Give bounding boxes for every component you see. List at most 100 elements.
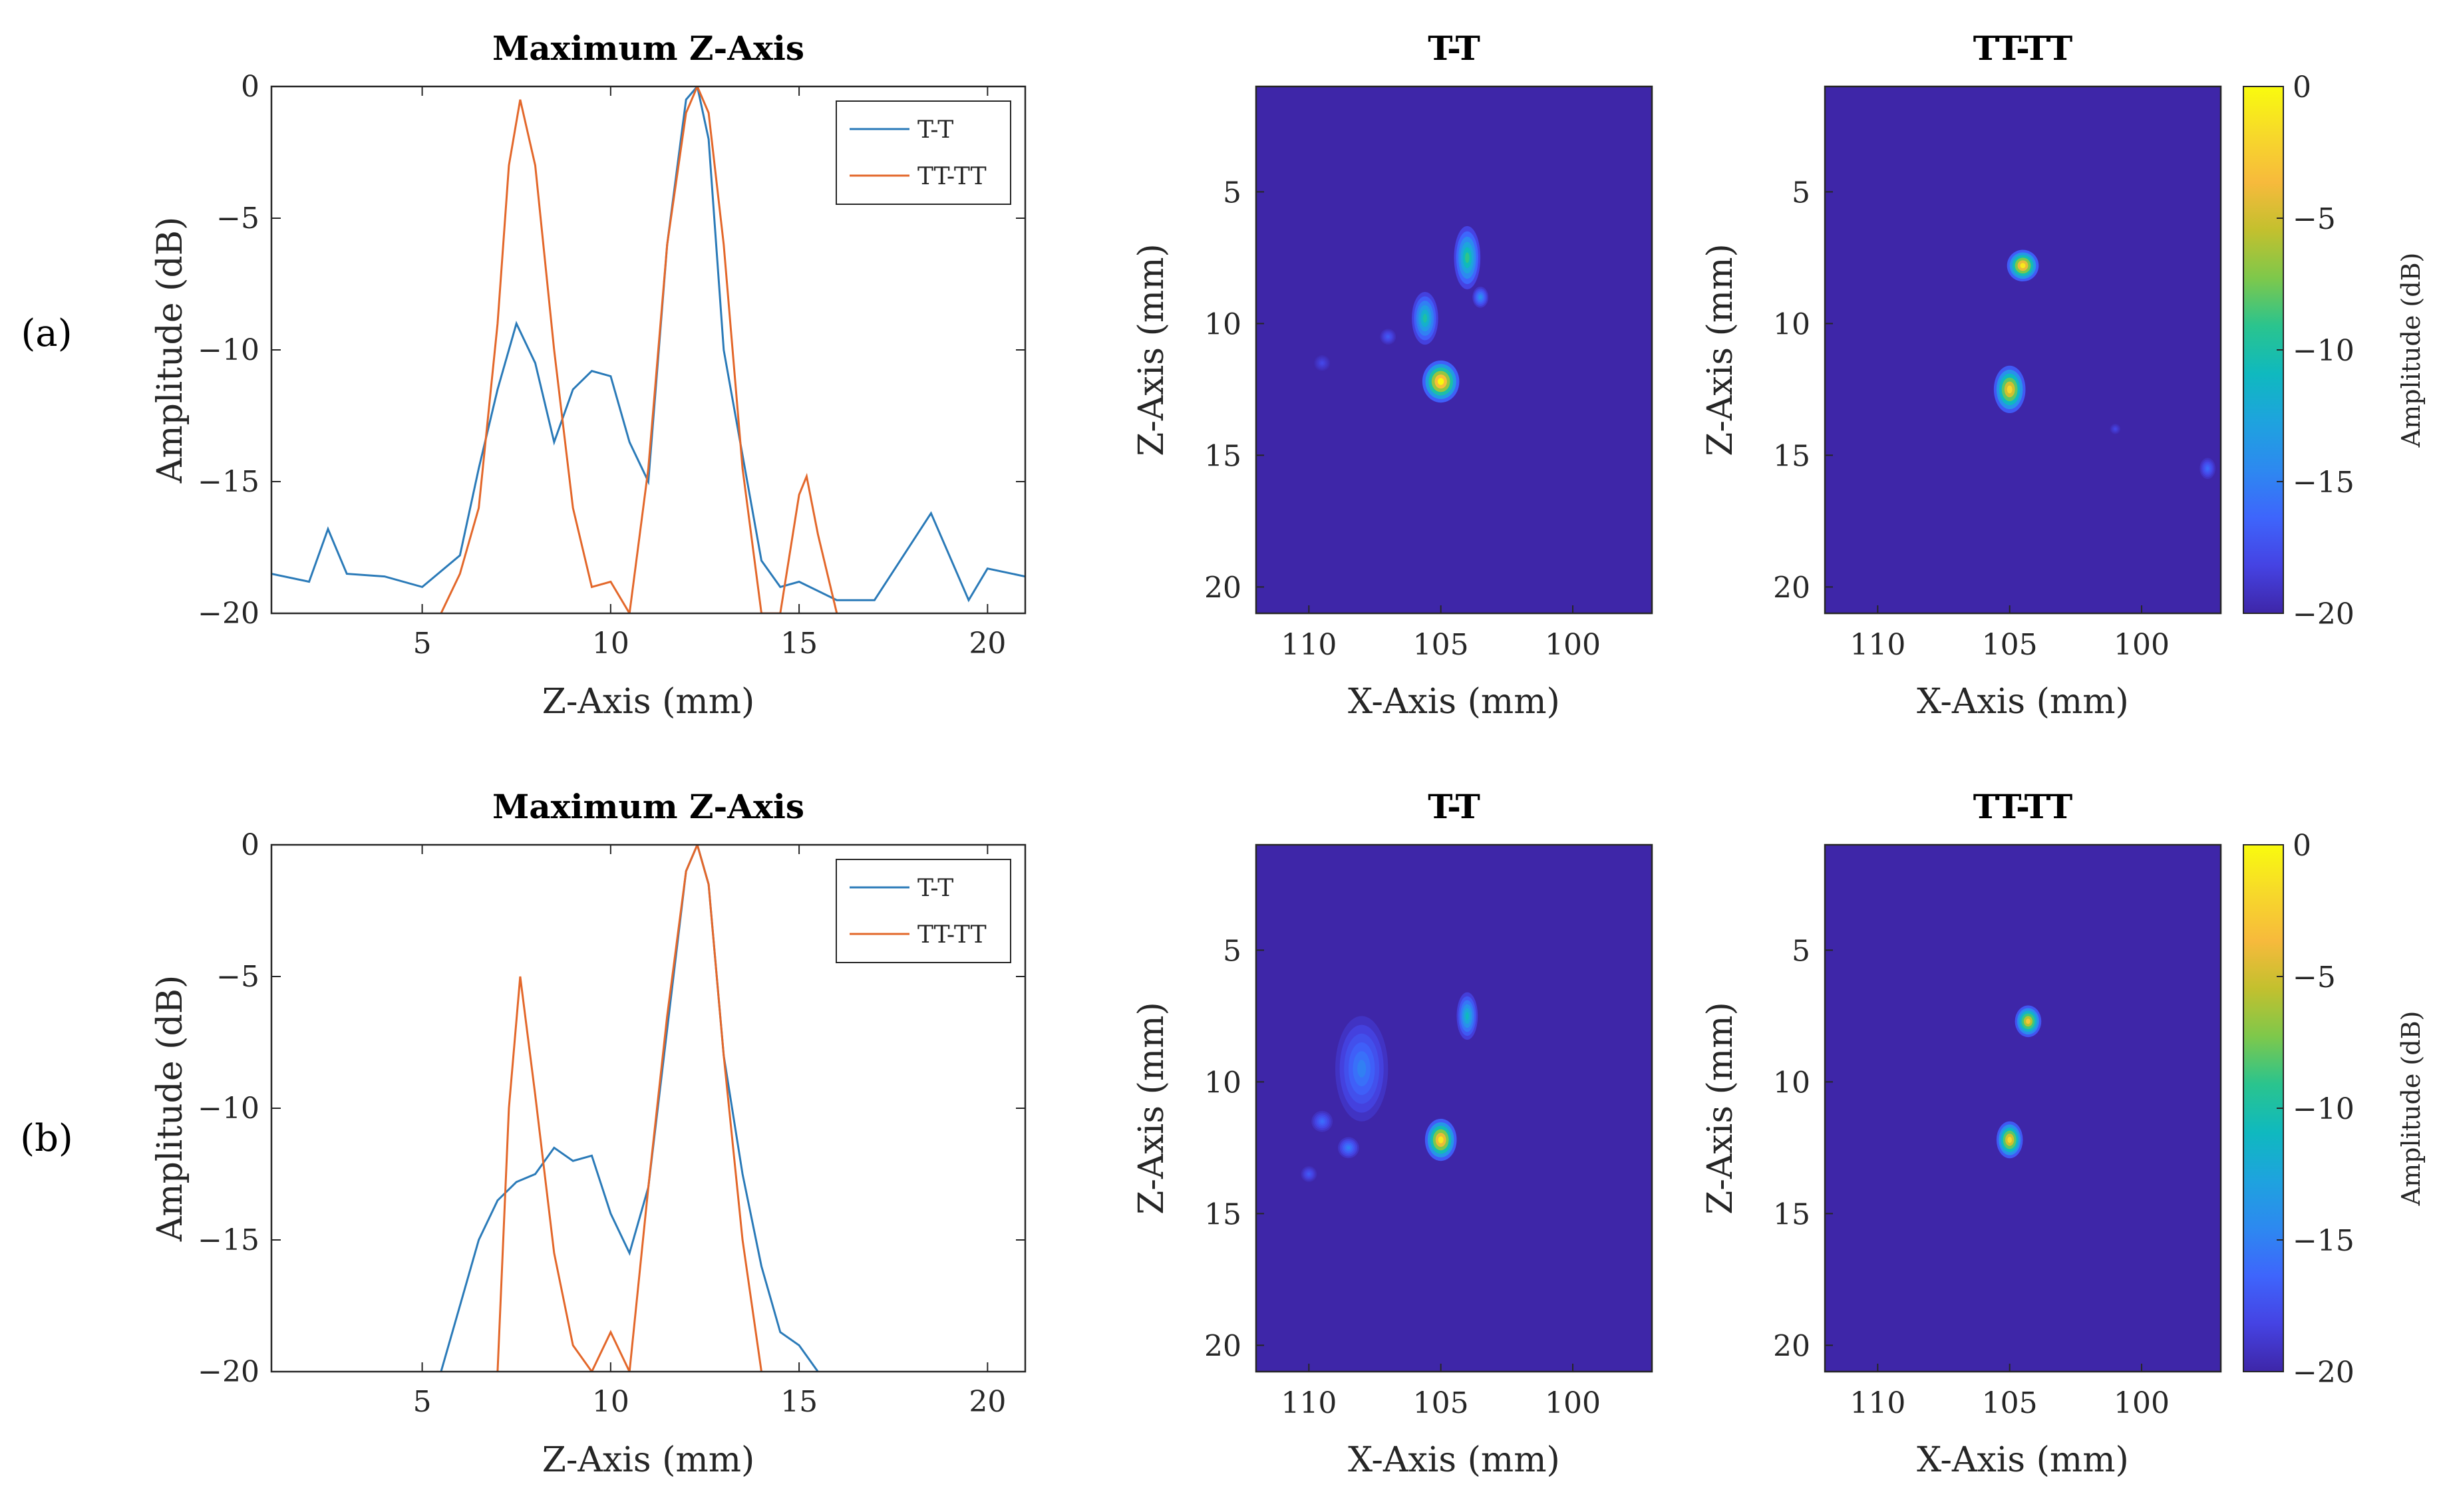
series-line-tt-tt <box>440 86 838 613</box>
heatmap-spot <box>1996 1121 2023 1159</box>
heatmap-spot <box>1422 360 1460 403</box>
colorbar-tick-label: −15 <box>2293 1224 2355 1258</box>
y-tick-label: 0 <box>241 70 259 104</box>
x-axis-label: Z-Axis (mm) <box>542 682 755 722</box>
heatmap-spot-level <box>2007 385 2013 394</box>
x-tick-label: 105 <box>1982 1386 2038 1420</box>
heatmap-spot <box>1380 329 1396 345</box>
y-tick-label: −20 <box>198 597 259 631</box>
heatmap-spot <box>1301 1166 1317 1182</box>
x-tick-label: 105 <box>1982 628 2038 662</box>
colorbar-tick-label: 0 <box>2293 829 2311 863</box>
heatmap-background <box>1825 86 2221 613</box>
x-tick-label: 110 <box>1850 628 1905 662</box>
heatmap-spot-level <box>1307 1173 1311 1175</box>
x-tick-label: 100 <box>1545 628 1601 662</box>
chart-title: Maximum Z-Axis <box>492 787 804 826</box>
colorbar: 0 −5 −10 −15 −20 Amplitude (dB) <box>2243 71 2426 631</box>
x-tick-label: 20 <box>969 627 1006 661</box>
x-tick-label: 110 <box>1281 1386 1337 1420</box>
y-tick-label: 20 <box>1204 1329 1241 1363</box>
y-tick-label: 10 <box>1204 1066 1241 1100</box>
heatmap-spot-level <box>1386 335 1390 339</box>
plot-frame <box>1255 85 1653 615</box>
colorbar: 0 −5 −10 −15 −20 Amplitude (dB) <box>2243 829 2426 1390</box>
y-tick-label: 5 <box>1223 934 1241 968</box>
colorbar-tick-label: −20 <box>2293 597 2355 631</box>
colorbar-tick-label: −5 <box>2293 961 2336 994</box>
chart-title: Maximum Z-Axis <box>492 29 804 68</box>
y-tick-label: −10 <box>198 333 259 367</box>
plot-frame <box>1255 843 1653 1373</box>
heatmap-spot <box>1993 365 2026 414</box>
heatmap-spot-level <box>1465 252 1470 263</box>
x-tick-label: 100 <box>2114 1386 2170 1420</box>
row-label-b: (b) <box>20 1117 73 1160</box>
heatmap-spot-level <box>1422 313 1428 323</box>
y-axis-label: Z-Axis (mm) <box>1701 243 1740 456</box>
colorbar-tick-label: −15 <box>2293 466 2355 500</box>
y-tick-label: −5 <box>216 960 259 994</box>
y-tick-label: 15 <box>1204 1197 1241 1231</box>
chart-title: TT-TT <box>1973 29 2072 68</box>
x-tick-label: 110 <box>1850 1386 1905 1420</box>
heatmap-spot-level <box>1438 378 1444 385</box>
y-tick-label: 20 <box>1204 571 1241 605</box>
colorbar-tick-label: −10 <box>2293 334 2355 368</box>
heatmap-spot <box>1456 992 1478 1040</box>
heatmap-background <box>1256 86 1652 613</box>
heatmap-spot-level <box>1465 1012 1469 1020</box>
panel-b-TT-TT: 110 105 100 5 10 15 20 TT-TT X-Axis (mm) Z-Axis (… <box>1701 787 2426 1480</box>
y-tick-label: 15 <box>1773 439 1810 473</box>
heatmap-spot <box>2007 249 2039 282</box>
chart-title: T-T <box>1428 29 1480 68</box>
panel-b-profile: 5 10 15 20 0 −5 −10 −15 −20 T-T TT-TT Maximum Z-Axi… <box>150 787 1027 1480</box>
y-tick-label: 20 <box>1773 571 1810 605</box>
legend-label-t-t: T-T <box>917 875 953 902</box>
x-tick-label: 110 <box>1281 628 1337 662</box>
x-tick-label: 5 <box>413 1385 432 1419</box>
x-tick-label: 15 <box>780 1385 818 1419</box>
legend: T-T TT-TT <box>836 100 1011 205</box>
heatmap-spot-level <box>2026 1018 2031 1024</box>
x-axis-label: X-Axis (mm) <box>1348 682 1560 722</box>
series-line-t-t <box>440 845 819 1372</box>
x-tick-label: 10 <box>592 627 629 661</box>
row-label-a: (a) <box>21 312 72 355</box>
y-tick-label: 5 <box>1223 176 1241 210</box>
y-axis-label: Amplitude (dB) <box>150 217 190 484</box>
y-axis-label: Z-Axis (mm) <box>1701 1002 1740 1215</box>
x-axis-label: X-Axis (mm) <box>1348 1440 1560 1480</box>
series-line-t-t <box>271 86 1025 603</box>
legend: T-T TT-TT <box>836 859 1011 963</box>
chart-title: T-T <box>1428 787 1480 826</box>
legend-label-tt-tt: TT-TT <box>917 163 987 190</box>
heatmap-spot-level <box>2114 428 2116 430</box>
heatmap-spot <box>2015 1005 2042 1038</box>
heatmap-spot <box>1454 226 1481 289</box>
y-tick-label: 15 <box>1773 1197 1810 1231</box>
heatmap-spot-level <box>1321 361 1324 365</box>
y-tick-label: −10 <box>198 1092 259 1126</box>
heatmap-spot <box>1314 355 1331 371</box>
y-tick-label: −20 <box>198 1355 259 1389</box>
y-tick-label: −15 <box>198 465 259 499</box>
x-tick-label: 10 <box>592 1385 629 1419</box>
heatmap-spot <box>1424 1118 1457 1161</box>
y-tick-label: 15 <box>1204 439 1241 473</box>
colorbar-tick-label: 0 <box>2293 71 2311 104</box>
x-axis-label: Z-Axis (mm) <box>542 1440 755 1480</box>
colorbar-tick-label: −20 <box>2293 1356 2355 1390</box>
legend-label-tt-tt: TT-TT <box>917 921 987 949</box>
heatmap-spot-level <box>2206 466 2209 470</box>
heatmap-spot <box>1412 291 1438 345</box>
y-axis-label: Z-Axis (mm) <box>1132 1002 1172 1215</box>
y-tick-label: −15 <box>198 1223 259 1257</box>
plot-frame <box>1824 843 2222 1373</box>
heatmap-spot-level <box>2007 1136 2012 1143</box>
x-axis-label: X-Axis (mm) <box>1917 682 2129 722</box>
x-tick-label: 100 <box>1545 1386 1601 1420</box>
heatmap-spot-level <box>1479 295 1482 299</box>
plot-frame <box>1824 85 2222 615</box>
